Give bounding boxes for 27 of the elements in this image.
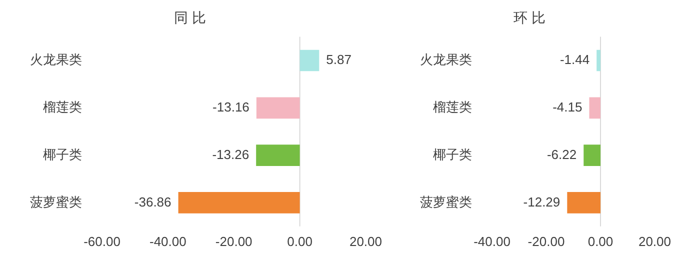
x-tick-label: -60.00 bbox=[84, 234, 120, 249]
x-tick-label: 0.00 bbox=[287, 234, 312, 249]
x-tick-label: -40.00 bbox=[149, 234, 186, 249]
y-tick-label: 火龙果类 bbox=[30, 52, 82, 68]
x-tick-label: -20.00 bbox=[215, 234, 252, 249]
x-tick-label: 20.00 bbox=[638, 234, 672, 249]
chart-title: 同 比 bbox=[174, 9, 206, 26]
x-tick-label: 20.00 bbox=[349, 234, 382, 249]
data-label: -12.29 bbox=[523, 194, 560, 210]
y-tick-label: 椰子类 bbox=[433, 146, 472, 162]
y-tick-label: 菠萝蜜类 bbox=[30, 194, 82, 210]
y-tick-label: 火龙果类 bbox=[420, 52, 472, 68]
data-label: -13.16 bbox=[212, 99, 250, 114]
chart-title: 环 比 bbox=[514, 9, 546, 26]
data-label: -1.44 bbox=[560, 52, 590, 68]
y-tick-label: 榴莲类 bbox=[433, 99, 472, 114]
data-label: 5.87 bbox=[326, 52, 352, 68]
x-tick-label: 0.00 bbox=[588, 234, 614, 249]
y-tick-label: 菠萝蜜类 bbox=[420, 194, 472, 210]
data-label: -4.15 bbox=[552, 99, 582, 114]
x-tick-label: -40.00 bbox=[474, 234, 510, 249]
y-tick-label: 榴莲类 bbox=[43, 99, 82, 114]
data-label: -13.26 bbox=[212, 146, 250, 162]
y-tick-label: 椰子类 bbox=[43, 146, 82, 162]
x-tick-label: -20.00 bbox=[528, 234, 565, 249]
data-label: -36.86 bbox=[134, 194, 172, 210]
data-label: -6.22 bbox=[546, 146, 577, 162]
